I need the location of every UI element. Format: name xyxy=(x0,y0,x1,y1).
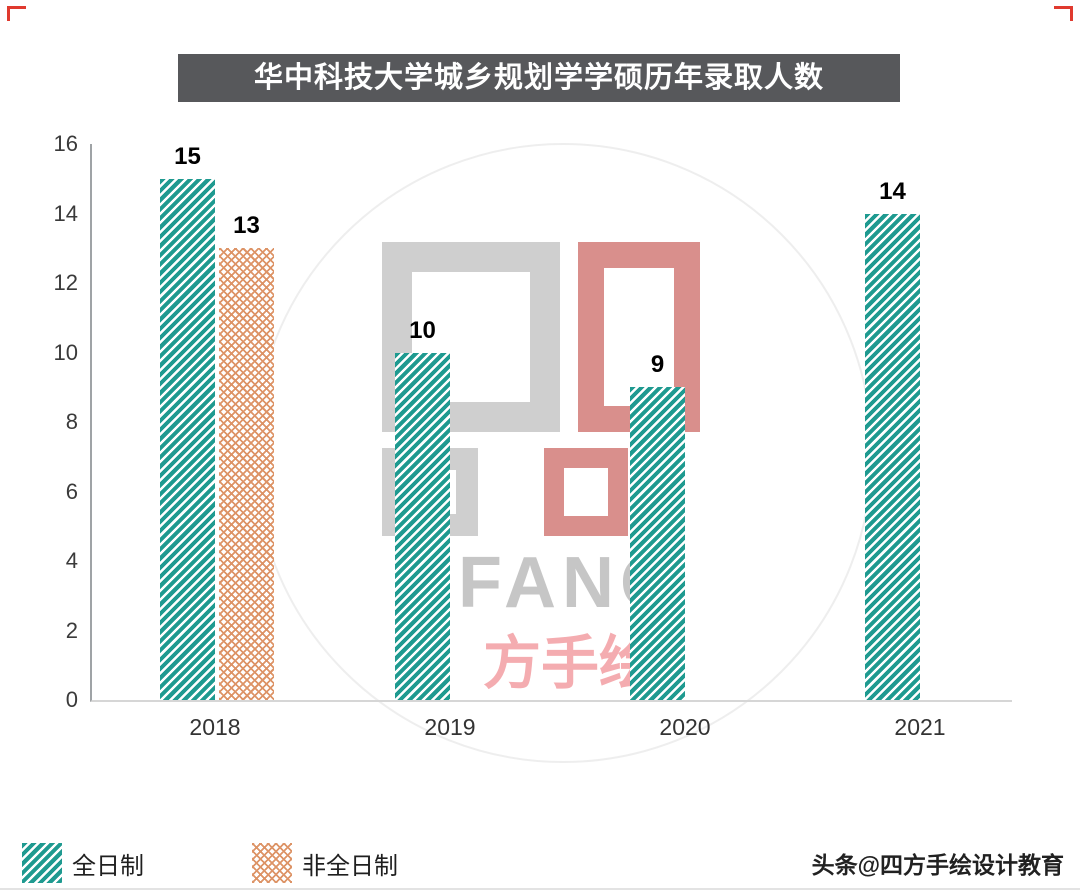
bar-非全日制-2018 xyxy=(219,248,274,700)
x-tick-label: 2019 xyxy=(424,714,476,740)
watermark-text-cn: 方手绘 xyxy=(482,631,657,696)
data-label: 14 xyxy=(879,177,906,205)
watermark-logo-square-red-small xyxy=(544,448,628,536)
legend-item-非全日制: 非全日制 xyxy=(252,843,398,883)
y-tick-label: 16 xyxy=(53,131,78,156)
y-tick-label: 8 xyxy=(65,409,78,434)
legend-label: 非全日制 xyxy=(302,852,398,880)
y-axis-labels: 0 2 4 6 8 10 12 14 16 xyxy=(28,131,78,712)
bar-全日制-2018 xyxy=(160,178,215,700)
legend: 全日制 非全日制 xyxy=(22,843,398,883)
plot-area: 15 13 10 9 14 xyxy=(90,142,1012,702)
legend-item-全日制: 全日制 xyxy=(22,843,144,883)
watermark-logo-square-gray xyxy=(382,242,560,432)
x-tick-label: 2018 xyxy=(189,714,241,740)
y-tick-label: 4 xyxy=(65,548,78,573)
chart-title: 华中科技大学城乡规划学学硕历年录取人数 xyxy=(178,54,900,102)
bar-全日制-2020 xyxy=(630,387,685,700)
data-label: 10 xyxy=(409,316,436,344)
data-label: 13 xyxy=(233,212,260,240)
x-tick-label: 2021 xyxy=(894,714,946,740)
y-tick-label: 0 xyxy=(65,687,78,712)
corner-mark-left xyxy=(7,6,26,21)
data-label: 9 xyxy=(650,351,665,379)
credit-text: 头条@四方手绘设计教育 xyxy=(811,852,1064,878)
y-tick-label: 14 xyxy=(53,200,78,226)
y-tick-label: 10 xyxy=(53,339,78,365)
x-tick-label: 2020 xyxy=(659,714,711,740)
bar-全日制-2019 xyxy=(395,352,450,700)
y-tick-label: 2 xyxy=(65,617,78,643)
legend-label: 全日制 xyxy=(72,852,144,880)
legend-swatch xyxy=(252,843,292,883)
corner-mark-right xyxy=(1054,6,1073,21)
y-tick-label: 12 xyxy=(53,270,78,295)
data-label: 15 xyxy=(174,142,201,170)
y-tick-label: 6 xyxy=(65,478,78,504)
bottom-divider xyxy=(0,888,1080,890)
legend-swatch xyxy=(22,843,62,883)
bar-全日制-2021 xyxy=(865,213,920,700)
x-axis-labels: 2018 2019 2020 2021 xyxy=(90,714,1010,748)
